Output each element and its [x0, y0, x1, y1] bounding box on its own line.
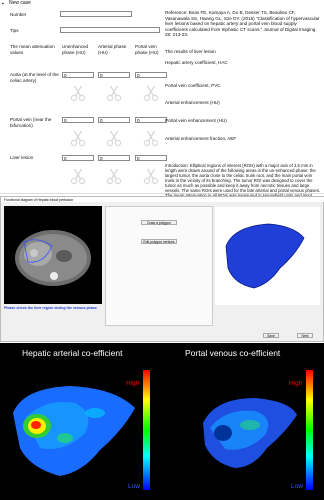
section-label: The mean attenuation values — [10, 44, 55, 55]
roi-tool-icon[interactable] — [143, 168, 159, 185]
tips-label: Tips — [10, 28, 19, 33]
roi-tool-icon[interactable] — [70, 85, 86, 102]
high-label: High — [126, 380, 140, 387]
portal-map — [203, 398, 297, 468]
column-header: Portal vein phase (HU) — [135, 44, 159, 55]
number-label: Number — [10, 12, 27, 17]
result-item: Portal vein coefficient, PVC — [165, 83, 221, 88]
low-label: Low — [128, 483, 140, 490]
result-item: Arterial enhancement fraction, AEF — [165, 136, 237, 141]
instruction: Please check the liver region during the… — [4, 306, 97, 310]
value-input[interactable]: 0 — [98, 72, 130, 78]
roi-tool-icon[interactable] — [106, 168, 122, 185]
value-input[interactable]: 0 — [98, 117, 130, 123]
result-item: Arterial enhancement (HU) — [165, 100, 220, 105]
roi-tool-icon[interactable] — [106, 85, 122, 102]
tips-input[interactable] — [60, 27, 160, 33]
tool-title: Functional diagram of Hepatic blood perf… — [4, 197, 74, 202]
next-button[interactable]: Next — [297, 333, 313, 338]
roi-tool-icon[interactable] — [143, 130, 159, 147]
coefficient-maps: Hepatic arterial co-efficient Portal ven… — [0, 343, 324, 500]
low-label: Low — [291, 483, 303, 490]
result-item: Hepatic artery coefficient, HAC — [165, 60, 228, 65]
column-header: Arterial phase (HU) — [98, 44, 127, 55]
number-input[interactable] — [60, 11, 132, 17]
roi-tool-icon[interactable] — [70, 130, 86, 147]
save-button[interactable]: Save — [263, 333, 279, 338]
roi-tool-icon[interactable] — [143, 85, 159, 102]
value-input[interactable]: 0 — [62, 117, 94, 123]
high-label: High — [289, 380, 303, 387]
value-input[interactable]: 0 — [135, 72, 167, 78]
value-input[interactable]: 0 — [98, 155, 130, 161]
window-icon: ▪ — [2, 1, 4, 7]
liver-mask — [214, 206, 321, 306]
edit-polygon-button[interactable]: Edit polygon vertices — [141, 239, 177, 244]
result-item: Portal vein enhancement (HU) — [165, 118, 227, 123]
map-title: Hepatic arterial co-efficient — [22, 348, 123, 358]
column-header: Unenhanced phase (HU) — [62, 44, 89, 55]
window-title: New case — [9, 0, 31, 6]
results-title: The results of liver lesion — [165, 49, 216, 54]
arterial-map — [13, 386, 135, 476]
ct-image — [4, 206, 102, 304]
roi-tool-icon[interactable] — [106, 130, 122, 147]
roi-tool-icon[interactable] — [70, 168, 86, 185]
map-title: Portal venous co-efficient — [185, 348, 281, 358]
value-input[interactable]: 0 — [135, 117, 167, 123]
colorbar — [143, 370, 150, 490]
steps-panel — [105, 206, 213, 326]
reference: Reference: Boas FE, Kamaya A, Do B, Dess… — [165, 10, 320, 38]
row-label: Liver lesion — [10, 155, 34, 160]
tool-titlebar — [1, 197, 324, 202]
value-input[interactable]: 0 — [135, 155, 167, 161]
colorbar — [306, 370, 313, 490]
perfusion-tool-window: Functional diagram of Hepatic blood perf… — [0, 196, 324, 342]
row-label: Portal vein (near the bifurcation) — [10, 117, 52, 128]
row-label: Aorta (at the level of the celiac artery… — [10, 72, 59, 83]
value-input[interactable]: 0 — [62, 155, 94, 161]
new-case-window: ▪ New case Number Tips The mean attenuat… — [0, 0, 324, 203]
draw-polygon-button[interactable]: Draw a polygon — [141, 220, 177, 225]
value-input[interactable]: 0 — [62, 72, 94, 78]
